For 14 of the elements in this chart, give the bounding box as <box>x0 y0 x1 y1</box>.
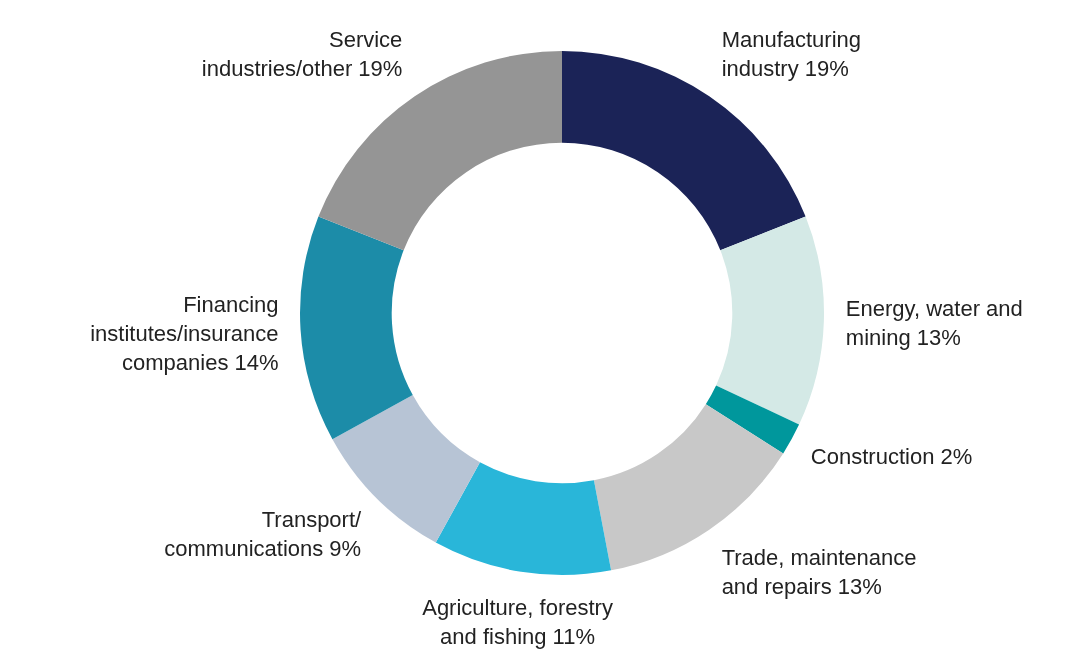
slice-label: Manufacturing industry 19% <box>721 27 862 82</box>
donut-slice <box>716 216 824 425</box>
slice-label: Financing institutes/insurance companies 14% <box>90 292 279 376</box>
slice-label: Energy, water and mining 13% <box>845 295 1023 350</box>
donut-slice <box>300 216 413 440</box>
donut-slice <box>562 51 806 251</box>
donut-slice <box>705 385 800 454</box>
slice-label: Transport/ communications 9% <box>164 507 363 562</box>
slice-label: Service industries/other 19% <box>201 27 403 82</box>
donut-slice <box>435 462 612 575</box>
slice-label: Trade, maintenance and repairs 13% <box>721 544 917 599</box>
donut-slice <box>593 404 784 571</box>
slice-label: Agriculture, forestry and fishing 11% <box>422 595 613 650</box>
slice-label: Construction 2% <box>810 444 973 470</box>
